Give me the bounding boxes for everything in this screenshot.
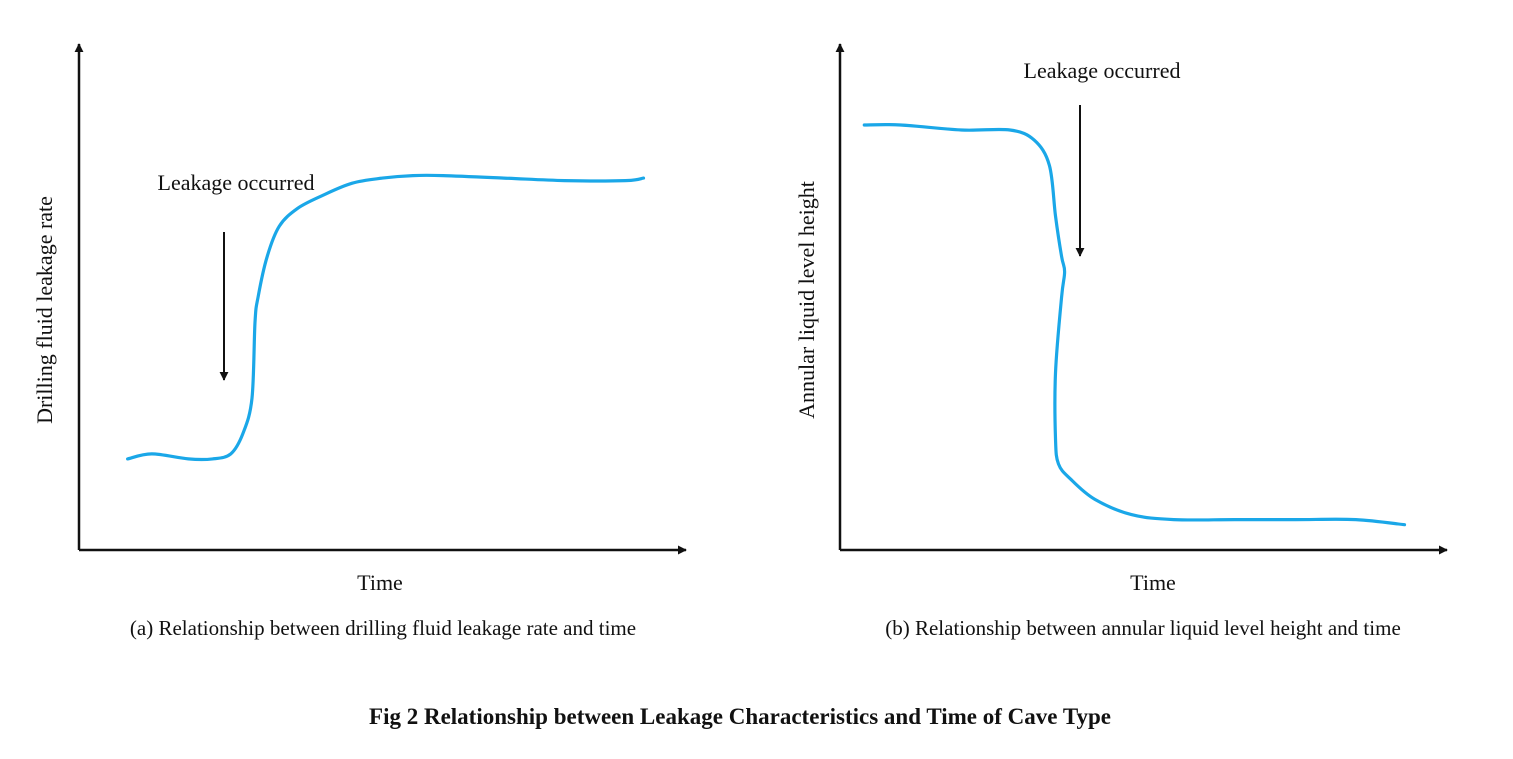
panel-b-caption: (b) Relationship between annular liquid … [885,616,1401,640]
panel-a-annotation-label: Leakage occurred [158,170,315,195]
panel-a-y-axis-title: Drilling fluid leakage rate [32,196,57,424]
figure-title: Fig 2 Relationship between Leakage Chara… [369,704,1111,729]
panel-b: Leakage occurred Time Annular liquid lev… [794,43,1448,640]
panel-a-series-line [126,173,646,462]
panel-a: Leakage occurred Time Drilling fluid lea… [32,43,687,640]
panel-b-y-axis-title: Annular liquid level height [794,181,819,419]
panel-a-caption: (a) Relationship between drilling fluid … [130,616,636,640]
panel-b-annotation-label: Leakage occurred [1024,58,1181,83]
panel-a-x-axis-title: Time [357,570,403,595]
panel-b-series-line [862,123,1407,527]
panel-b-x-axis-title: Time [1130,570,1176,595]
